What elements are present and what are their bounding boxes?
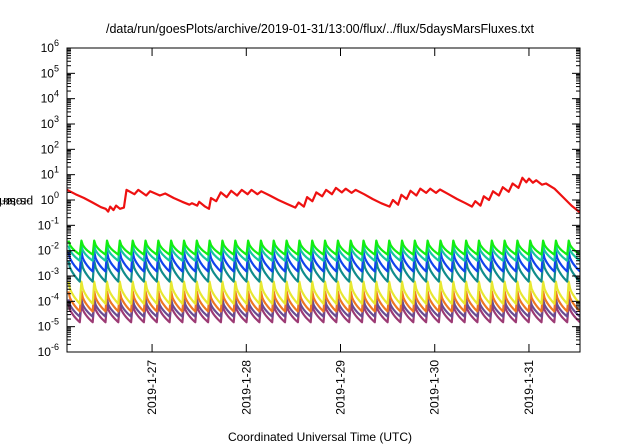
x-tick-label: 2019-1-27 <box>145 360 159 415</box>
y-tick-label: 10-6 <box>38 342 59 359</box>
x-axis-label: Coordinated Universal Time (UTC) <box>227 430 413 444</box>
x-tick-label: 2019-1-31 <box>522 360 536 415</box>
y-tick-label: 105 <box>41 63 59 80</box>
y-tick-label: 10-4 <box>38 291 59 308</box>
y-tick-label: 10-1 <box>38 215 59 232</box>
y-tick-label: 10-2 <box>38 241 59 258</box>
x-tick-label: 2019-1-30 <box>428 360 442 415</box>
series-layer <box>67 176 580 324</box>
x-tick-label: 2019-1-28 <box>239 360 253 415</box>
series-line-6 <box>67 280 580 305</box>
series-line-1 <box>67 176 580 214</box>
axes-layer: 10-6 10-5 10-4 10-3 10-2 10-1 100 101 102 103 104 1… <box>38 38 581 415</box>
y-tick-label: 106 <box>41 38 59 55</box>
x-tick-label: 2019-1-29 <box>334 360 348 415</box>
y-tick-label: 102 <box>41 139 59 156</box>
chart-title: /data/run/goesPlots/archive/2019-01-31/1… <box>105 22 534 36</box>
y-tick-label: 101 <box>41 165 59 182</box>
y-tick-label: 10-5 <box>38 317 59 334</box>
y-tick-label: 103 <box>41 114 59 131</box>
y-tick-label: 104 <box>41 89 59 106</box>
series-line-2 <box>67 239 580 256</box>
y-tick-label: 10-3 <box>38 266 59 283</box>
y-tick-label: 100 <box>41 190 59 207</box>
series-line-4 <box>67 250 580 273</box>
